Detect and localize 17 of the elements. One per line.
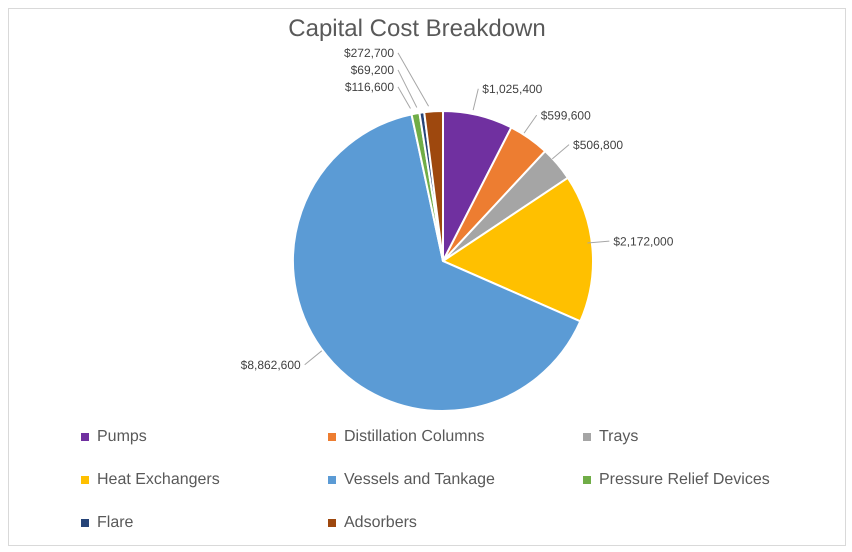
legend-label: Flare [97, 514, 134, 532]
data-label: $116,600 [344, 80, 394, 94]
legend-label: Distillation Columns [344, 428, 484, 446]
legend-label: Trays [599, 428, 638, 446]
chart-title: Capital Cost Breakdown [287, 15, 547, 43]
data-label: $506,800 [573, 138, 624, 152]
data-label: $8,862,600 [240, 358, 302, 372]
legend-label: Adsorbers [344, 514, 417, 532]
data-label: $2,172,000 [613, 234, 674, 248]
data-label: $69,200 [350, 63, 394, 78]
legend-label: Heat Exchangers [97, 471, 220, 489]
legend-label: Pumps [97, 428, 147, 446]
legend-label: Pressure Relief Devices [599, 471, 770, 489]
data-label: $1,025,400 [482, 82, 543, 96]
data-label: $272,700 [344, 46, 394, 60]
legend-label: Vessels and Tankage [344, 471, 495, 489]
data-label: $599,600 [540, 108, 592, 122]
